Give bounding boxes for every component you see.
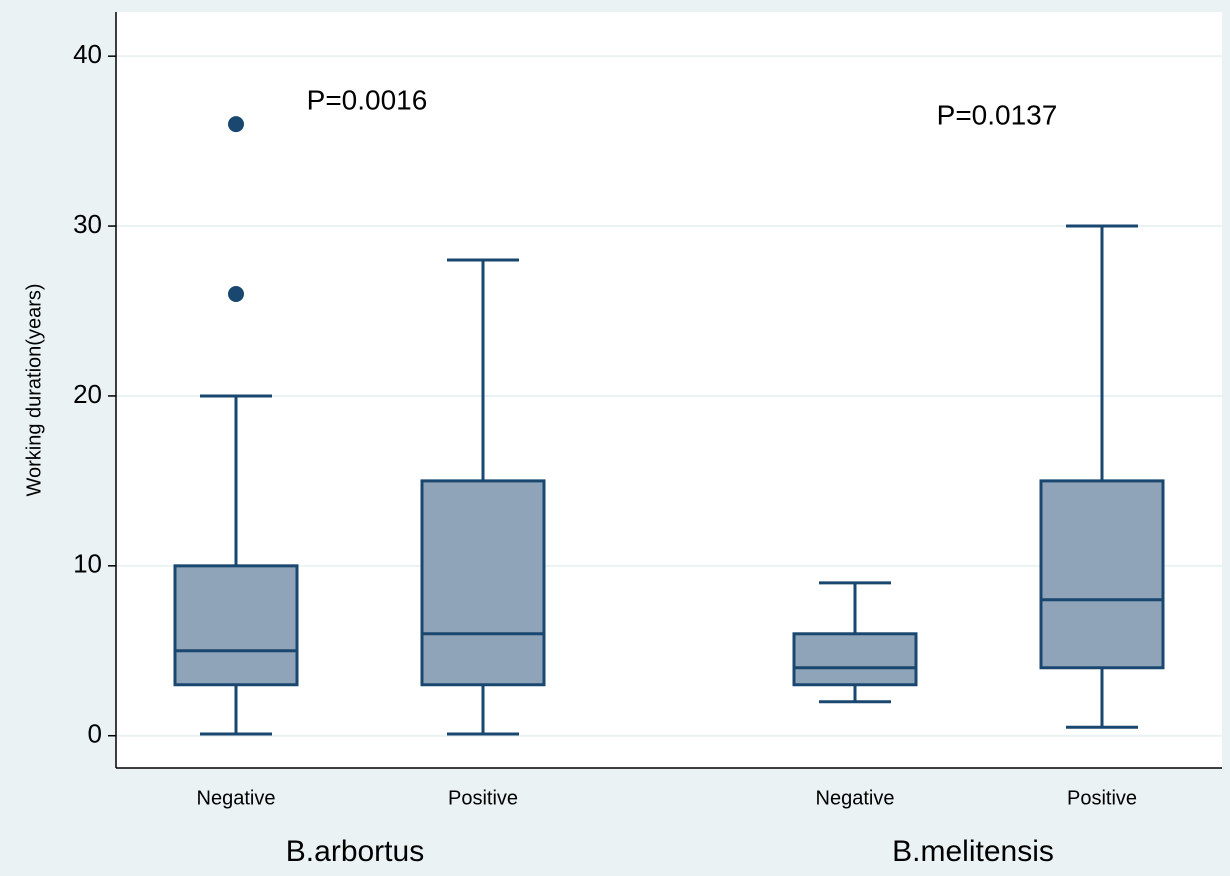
- x-tick-label: Positive: [448, 787, 518, 809]
- annotation: P=0.0137: [937, 99, 1058, 130]
- group-label: B.melitensis: [892, 835, 1054, 868]
- box: [420, 479, 546, 687]
- y-tick-label: 10: [73, 549, 102, 579]
- outlier: [228, 286, 244, 303]
- y-tick-label: 0: [88, 719, 102, 749]
- y-tick-label: 40: [73, 39, 102, 69]
- x-tick-label: Positive: [1067, 787, 1137, 809]
- plot-area: [116, 12, 1222, 768]
- x-tick-label: Negative: [197, 787, 276, 809]
- box: [792, 632, 918, 687]
- y-tick-label: 30: [73, 209, 102, 239]
- box: [173, 564, 299, 687]
- annotation: P=0.0016: [307, 84, 428, 115]
- outlier: [228, 116, 244, 133]
- box: [1039, 479, 1165, 670]
- y-tick-label: 20: [73, 379, 102, 409]
- x-tick-label: Negative: [816, 787, 895, 809]
- group-label: B.arbortus: [286, 835, 424, 868]
- y-axis-label: Working duration(years): [23, 283, 45, 496]
